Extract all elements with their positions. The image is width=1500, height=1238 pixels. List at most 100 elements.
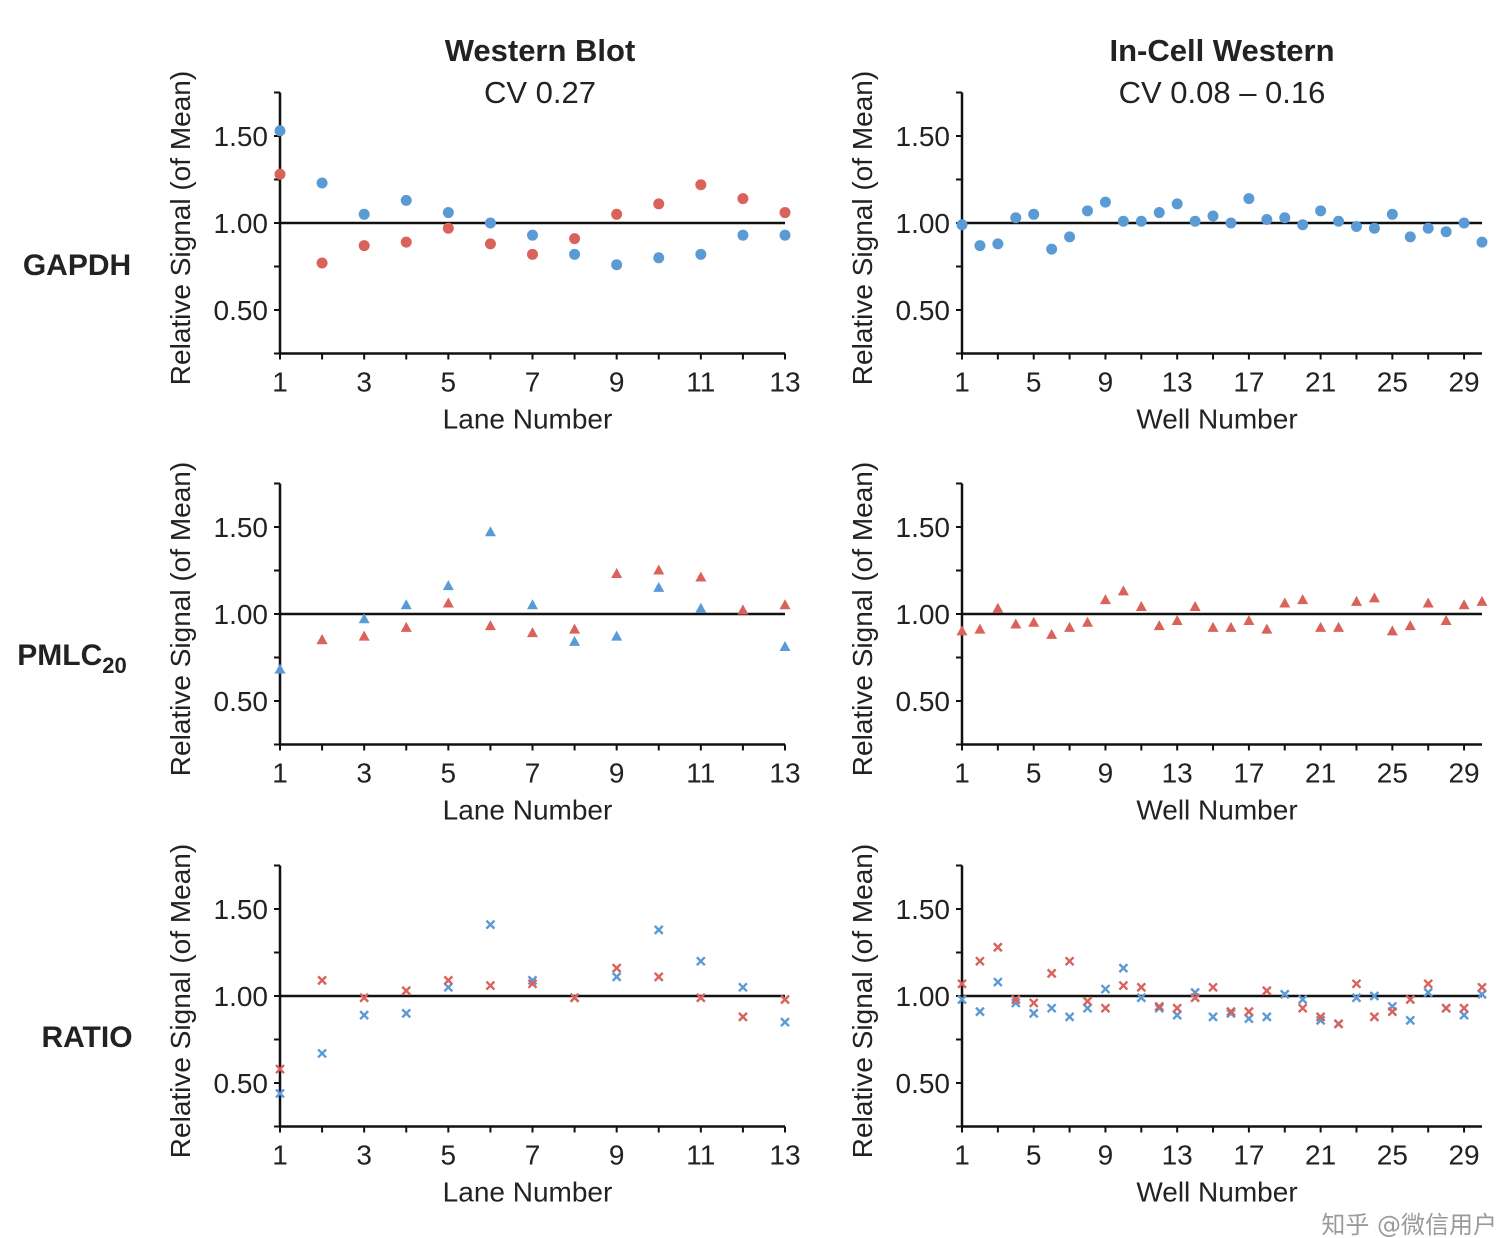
data-point [737, 229, 749, 241]
x-tick-label: 9 [1098, 1140, 1114, 1171]
x-tick-label: 21 [1305, 1140, 1336, 1171]
x-tick-label: 11 [686, 758, 715, 789]
data-point [1189, 601, 1201, 612]
x-tick-label: 9 [609, 367, 625, 398]
y-tick-label: 0.50 [896, 1068, 951, 1099]
data-point [695, 956, 706, 967]
x-axis-label: Well Number [1136, 404, 1297, 435]
data-point [956, 625, 968, 636]
y-tick-label: 1.00 [214, 599, 269, 630]
y-axis-label: Relative Signal (of Mean) [165, 462, 196, 776]
data-point [1207, 621, 1219, 632]
data-point [1226, 1006, 1236, 1017]
data-point [779, 207, 791, 219]
data-point [975, 1006, 985, 1017]
data-point [611, 567, 623, 578]
data-point [317, 975, 327, 986]
data-point [1423, 987, 1434, 998]
x-tick-label: 17 [1233, 1140, 1264, 1171]
series-1 [275, 963, 790, 1074]
data-point [653, 198, 665, 210]
data-point [1099, 594, 1111, 605]
data-point [1028, 616, 1040, 627]
data-point [1118, 980, 1129, 991]
y-tick-label: 0.50 [214, 295, 269, 326]
data-point [653, 581, 665, 592]
data-point [1297, 594, 1309, 605]
y-tick-label: 1.00 [214, 981, 269, 1012]
data-point [1386, 625, 1398, 636]
y-tick-label: 1.50 [214, 894, 269, 925]
data-point [1261, 214, 1273, 226]
data-point [653, 564, 665, 575]
data-point [1244, 1006, 1254, 1017]
x-tick-label: 5 [1026, 758, 1042, 789]
row-label-pmlc20: PMLC20 [17, 639, 126, 678]
data-point [1046, 243, 1058, 255]
x-tick-label: 25 [1377, 367, 1408, 398]
data-point [1423, 978, 1434, 989]
y-axis-label: Relative Signal (of Mean) [165, 71, 196, 385]
data-point [1476, 595, 1488, 606]
data-point [484, 620, 496, 631]
x-tick-label: 7 [525, 1140, 541, 1171]
data-point [1404, 231, 1416, 243]
data-point [358, 240, 370, 252]
data-point [316, 257, 328, 269]
data-point [1405, 994, 1416, 1005]
x-tick-label: 5 [441, 1140, 457, 1171]
row-label-ratio: RATIO [41, 1021, 132, 1054]
y-tick-label: 1.00 [214, 208, 269, 239]
x-tick-label: 25 [1377, 758, 1408, 789]
data-point [442, 597, 454, 608]
data-point [1368, 222, 1380, 234]
data-point [611, 963, 622, 974]
data-point [957, 994, 967, 1005]
data-point [974, 623, 986, 634]
data-point [611, 208, 623, 220]
data-point [695, 602, 707, 613]
x-tick-label: 9 [609, 758, 625, 789]
data-point [274, 663, 286, 674]
data-point [1243, 193, 1255, 205]
x-tick-label: 3 [356, 758, 372, 789]
x-tick-label: 5 [1026, 367, 1042, 398]
series-0 [275, 919, 790, 1099]
x-tick-label: 7 [525, 367, 541, 398]
data-point [1064, 231, 1076, 243]
data-point [569, 635, 581, 646]
data-point [1386, 208, 1398, 220]
x-axis-label: Lane Number [443, 795, 613, 826]
series-1 [274, 168, 791, 269]
data-point [484, 217, 496, 229]
data-point [695, 571, 707, 582]
data-point [779, 599, 791, 610]
data-point [653, 252, 665, 264]
x-tick-label: 1 [272, 367, 288, 398]
row-label-subscript: 20 [102, 653, 126, 678]
x-tick-label: 3 [356, 1140, 372, 1171]
x-tick-label: 9 [609, 1140, 625, 1171]
data-point [359, 1010, 370, 1020]
data-point [1458, 217, 1470, 229]
data-point [442, 207, 454, 219]
data-point [1154, 1001, 1165, 1012]
series-1 [316, 564, 791, 645]
data-point [1171, 198, 1183, 210]
data-point [975, 956, 985, 967]
x-tick-label: 1 [272, 758, 288, 789]
data-point [1315, 621, 1327, 632]
data-point [275, 1064, 285, 1074]
data-point [1261, 1012, 1272, 1022]
x-tick-label: 13 [1162, 367, 1193, 398]
data-point [400, 599, 412, 610]
data-point [527, 599, 538, 610]
x-axis-label: Well Number [1136, 1177, 1297, 1208]
data-point [1010, 998, 1021, 1008]
data-point [611, 630, 623, 641]
x-tick-label: 17 [1233, 758, 1264, 789]
data-point [1225, 217, 1237, 229]
